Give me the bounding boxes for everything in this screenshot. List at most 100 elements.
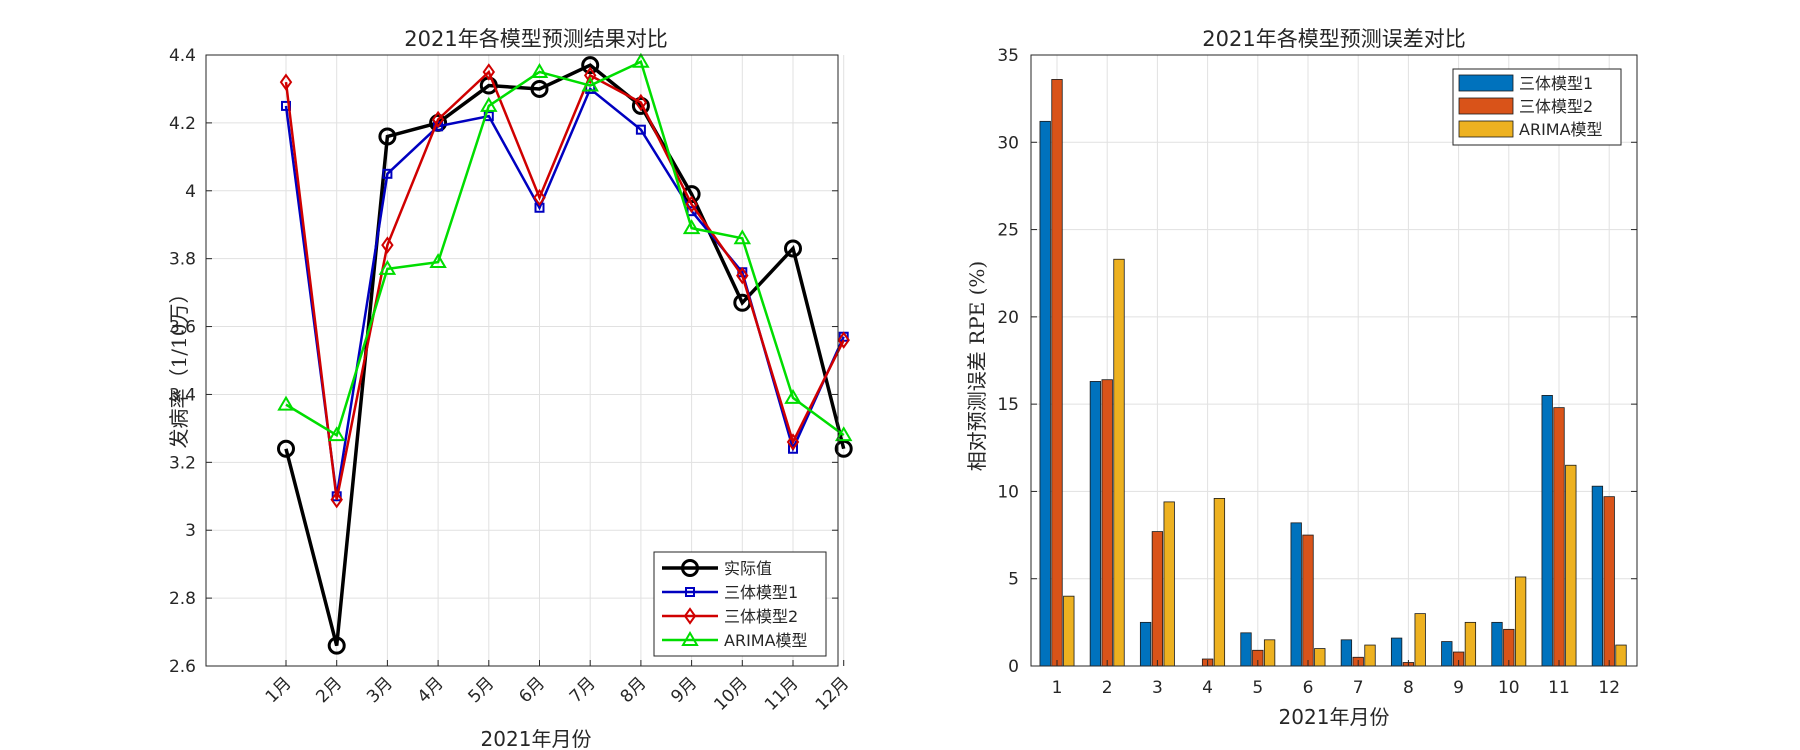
data-point [632,52,650,68]
data-point [834,439,853,458]
error-bar-chart: 2021年各模型预测误差对比 2021年月份 相对预测误差 RPE (%) 0 5… [965,27,1638,729]
bar [1113,258,1125,667]
bar [1039,120,1051,667]
x-tick-label: 9月 [667,673,701,707]
x-tick-label: 11 [1548,678,1570,698]
y-tick-label: 35 [997,46,1019,66]
data-point [834,426,853,442]
data-point [733,229,752,245]
y-tick-label: 4 [185,182,196,202]
data-point [685,195,698,214]
legend-swatch [1458,97,1514,115]
bar-chart-title: 2021年各模型预测误差对比 [1202,27,1465,51]
bar [1101,379,1113,667]
bar [1464,621,1477,667]
line-chart-ylabel: 发病率（1/10万） [167,284,191,449]
line-chart-axes-box [205,54,839,667]
legend-marker [681,559,699,577]
data-point [786,433,800,451]
bar-series-1 [1051,79,1615,667]
legend-label: 实际值 [724,559,772,578]
bar-chart-axes-box [1030,54,1638,667]
data-point [381,236,394,254]
y-tick-label: 25 [997,221,1019,241]
data-point [784,239,802,258]
series-2 [279,63,850,509]
y-tick-label: 3.6 [169,318,196,338]
data-point [784,388,802,404]
data-point [327,636,346,655]
x-tick-label: 4月 [414,673,448,707]
legend-label: 三体模型2 [724,607,798,626]
data-point [429,253,447,269]
bar [1051,79,1063,667]
bar [1390,637,1403,667]
y-tick-label: 0 [1008,657,1019,677]
legend-marker [683,607,697,625]
series-1 [281,83,849,502]
bar [1541,395,1553,667]
bar [1151,531,1164,667]
data-point [634,93,648,112]
y-tick-label: 3.8 [169,250,196,270]
bar [1491,621,1503,667]
y-tick-label: 10 [997,482,1019,502]
bar [1553,407,1565,667]
y-tick-label: 5 [1008,570,1019,590]
x-tick-label: 2 [1102,678,1113,698]
x-tick-label: 2月 [312,673,346,707]
bar [1163,501,1175,667]
line-chart-xlabel: 2021年月份 [481,727,592,750]
x-tick-label: 3月 [363,673,397,707]
data-point [533,188,546,207]
y-tick-label: 3 [185,521,196,541]
data-point [631,96,650,115]
bar [1290,522,1302,667]
legend-marker [681,631,699,646]
y-tick-label: 20 [997,308,1019,328]
series-line [284,69,845,500]
x-tick-label: 9 [1453,678,1464,698]
x-tick-label: 12月 [812,673,853,714]
legend-label: 三体模型2 [1519,97,1593,116]
series-line [285,60,845,438]
x-tick-label: 1月 [262,673,296,707]
bar-chart-legend: 三体模型1 三体模型2 ARIMA模型 [1452,68,1622,146]
data-point [279,73,293,91]
forecast-line-chart: 2021年各模型预测结果对比 2021年月份 发病率（1/10万） 2.6 2.8… [167,27,853,750]
data-point [277,395,295,411]
bar-series-2 [1063,258,1627,667]
data-point [581,76,599,92]
bar [1213,498,1226,667]
x-tick-label: 10 [1498,678,1520,698]
bar [1441,641,1453,667]
bar [1603,496,1615,667]
legend-label: 三体模型1 [1519,74,1593,93]
legend-label: 三体模型1 [724,583,798,602]
x-tick-label: 1 [1052,678,1063,698]
data-point [530,79,549,98]
y-tick-label: 4.4 [169,46,196,66]
x-tick-label: 6月 [515,673,549,707]
y-tick-label: 30 [997,133,1019,153]
data-point [277,439,295,458]
data-point [378,259,397,275]
data-point [736,266,749,285]
x-tick-label: 4 [1202,678,1213,698]
legend-swatch [1458,74,1514,92]
bar [1240,632,1252,667]
data-point [482,63,496,81]
y-tick-label: 3.2 [169,453,196,473]
x-tick-label: 7 [1353,678,1364,698]
x-tick-label: 8 [1403,678,1414,698]
y-tick-label: 15 [997,395,1019,415]
series-3 [277,52,853,442]
bar-chart-ylabel: 相对预测误差 RPE (%) [965,261,989,471]
x-tick-label: 10月 [710,673,751,714]
y-tick-label: 2.8 [169,589,196,609]
legend-label: ARIMA模型 [1519,120,1603,139]
bar [1565,464,1577,667]
data-point [327,426,346,442]
bar-chart-xlabel: 2021年月份 [1279,705,1390,729]
